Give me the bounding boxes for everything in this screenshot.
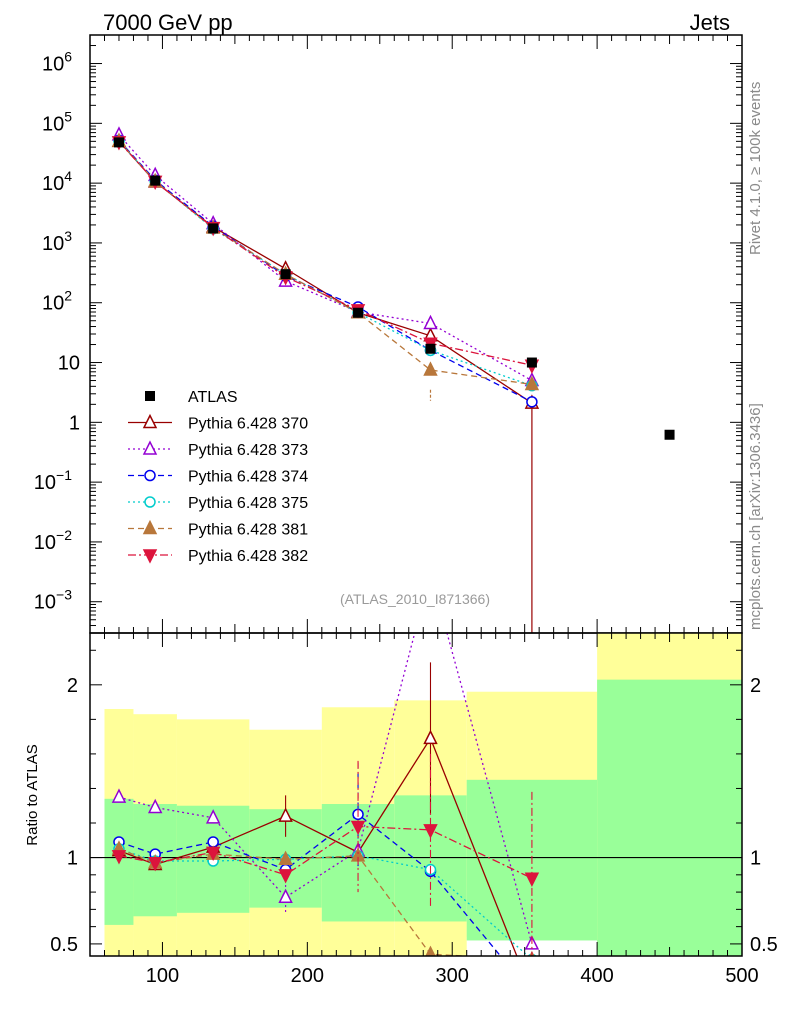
data-point <box>280 269 291 280</box>
y-tick-label: 102 <box>42 288 72 315</box>
data-point <box>425 343 436 354</box>
data-point <box>150 175 161 186</box>
legend-label: Pythia 6.428 382 <box>188 548 308 565</box>
ratio-point <box>278 807 293 822</box>
main-series-group <box>111 126 675 633</box>
ratio-point <box>205 846 221 862</box>
y-tick-label: 1 <box>69 412 80 434</box>
x-tick-label: 300 <box>436 965 469 987</box>
ratio-point <box>147 856 163 872</box>
y-tick-label: 106 <box>42 49 72 76</box>
ratio-point <box>205 809 221 824</box>
ratio-tick-label-right: 2 <box>750 675 761 697</box>
legend-marker <box>142 440 158 455</box>
ratio-plot: 100 200 300 400 500 0.5 0.5 1 1 2 2 Ratio to ATLAS <box>24 35 778 987</box>
series-point <box>423 314 438 330</box>
ratio-y-axis: 0.5 0.5 1 1 2 2 Ratio to ATLAS <box>24 649 778 956</box>
data-point <box>664 429 675 440</box>
series-point <box>526 396 538 408</box>
series-line <box>118 140 533 386</box>
x-tick-label: 400 <box>580 965 613 987</box>
ratio-point <box>278 888 293 904</box>
ratio-point <box>524 872 540 887</box>
series-line <box>118 140 533 404</box>
ratio-tick-label: 1 <box>67 848 78 870</box>
legend-label: Pythia 6.428 373 <box>188 442 308 459</box>
main-frame <box>89 34 743 634</box>
ratio-frame <box>89 632 743 957</box>
analysis-label: (ATLAS_2010_I871366) <box>340 591 490 607</box>
main-plot: 10−3 10−2 10−1 1 10 102 103 104 105 106 ATLAS Pythi… <box>34 34 743 634</box>
ratio-point <box>350 820 366 836</box>
ratio-series-group <box>111 633 540 956</box>
side-label-rivet: Rivet 4.1.0, ≥ 100k events <box>747 82 764 255</box>
header-energy: 7000 GeV pp <box>103 10 233 35</box>
data-point <box>526 357 537 368</box>
legend-label: Pythia 6.428 374 <box>188 469 308 486</box>
ratio-point <box>111 788 127 803</box>
ratio-point <box>278 869 293 884</box>
header-process: Jets <box>690 10 730 35</box>
legend-marker <box>142 519 158 535</box>
data-point <box>353 307 364 318</box>
ratio-tick-label-right: 1 <box>750 848 761 870</box>
x-tick-label: 100 <box>146 965 179 987</box>
series-line <box>118 141 533 366</box>
series-line <box>118 134 533 382</box>
legend-marker <box>144 496 156 508</box>
legend-label: ATLAS <box>188 389 238 406</box>
series-line <box>118 140 533 387</box>
ratio-ylabel: Ratio to ATLAS <box>24 744 41 845</box>
x-tick-label: 200 <box>291 965 324 987</box>
main-y-axis: 10−3 10−2 10−1 1 10 102 103 104 105 106 <box>34 34 742 634</box>
y-tick-label: 10−1 <box>34 467 72 494</box>
y-tick-label: 103 <box>42 228 72 255</box>
series-point <box>423 361 438 376</box>
ratio-tick-label-right: 0.5 <box>750 934 778 956</box>
ratio-tick-label: 0.5 <box>50 934 78 956</box>
y-tick-label: 105 <box>42 108 72 135</box>
legend-label: Pythia 6.428 375 <box>188 495 308 512</box>
x-axis: 100 200 300 400 500 <box>103 35 759 987</box>
legend-marker <box>144 469 156 482</box>
side-label-mcplots: mcplots.cern.ch [arXiv:1306.3436] <box>747 403 764 630</box>
uncertainty-bands <box>104 633 742 956</box>
y-tick-label: 10−3 <box>34 587 72 614</box>
ratio-tick-label: 2 <box>67 675 78 697</box>
legend-marker <box>145 391 155 401</box>
legend-label: Pythia 6.428 381 <box>188 522 308 539</box>
ratio-point <box>111 850 127 865</box>
legend-label: Pythia 6.428 370 <box>188 416 308 433</box>
legend: ATLAS Pythia 6.428 370 Pythia 6.428 373 Pyt… <box>128 389 308 565</box>
data-point <box>208 223 219 234</box>
ratio-point <box>147 798 163 814</box>
ratio-point <box>278 850 293 866</box>
legend-marker <box>142 549 158 564</box>
ratio-point <box>425 945 436 956</box>
series-point <box>524 375 540 391</box>
legend-marker <box>142 413 158 429</box>
ratio-point <box>423 824 438 839</box>
x-tick-label: 500 <box>725 965 758 987</box>
ratio-point <box>423 729 438 745</box>
band-inner-bin <box>597 679 742 956</box>
y-tick-label: 104 <box>42 168 72 195</box>
y-tick-label: 10−2 <box>34 527 72 554</box>
y-tick-label: 10 <box>58 353 80 375</box>
data-point <box>113 137 124 148</box>
